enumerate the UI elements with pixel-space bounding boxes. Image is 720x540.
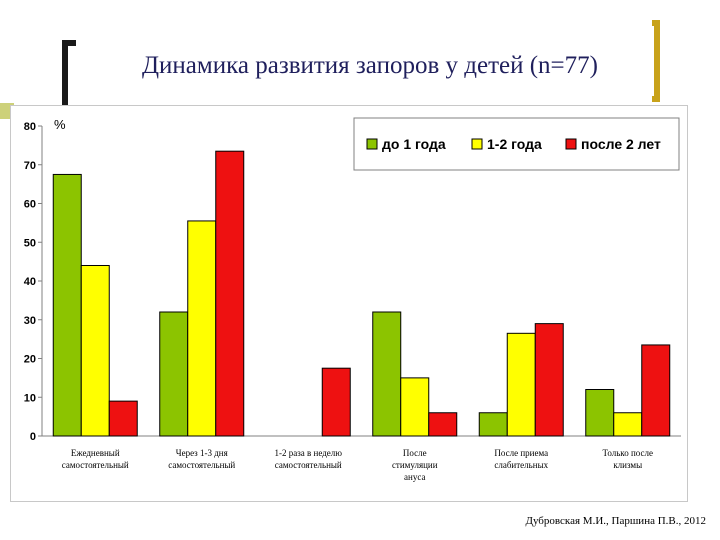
legend-swatch (565, 138, 577, 150)
x-tick-label: После (403, 448, 427, 458)
x-tick-label: стимуляции (392, 460, 438, 470)
bar (159, 311, 189, 437)
legend-label: до 1 года (382, 136, 446, 152)
x-tick-label: самостоятельный (62, 460, 129, 470)
bar (478, 412, 508, 437)
y-tick-label: 40 (24, 276, 36, 288)
x-tick-label: Только после (603, 448, 653, 458)
bar (215, 150, 245, 437)
x-tick-label: 1-2 раза в неделю (274, 448, 342, 458)
bar (641, 344, 671, 437)
y-tick-label: 0 (30, 431, 36, 443)
bar (108, 400, 138, 437)
slide-title: Динамика развития запоров у детей (n=77) (142, 52, 598, 79)
legend-box (353, 117, 680, 171)
bar (585, 389, 615, 437)
x-tick-label: слабительных (494, 460, 548, 470)
bar (400, 377, 430, 437)
x-tick-label: После приема (494, 448, 548, 458)
chart-frame: 0 10 20 30 40 50 60 70 80% Ежедневный самостоятель… (10, 105, 688, 502)
title-bracket-right (652, 20, 660, 102)
bar (428, 412, 458, 437)
x-tick-label: Через 1-3 дня (176, 448, 228, 458)
legend-label: после 2 лет (581, 136, 661, 152)
bar (372, 311, 402, 437)
x-tick-label: клизмы (613, 460, 642, 470)
legend-swatch (366, 138, 378, 150)
title-bracket-left (62, 40, 76, 108)
y-tick-label: 20 (24, 354, 36, 366)
y-tick-label: 70 (24, 160, 36, 172)
y-tick-label: 60 (24, 199, 36, 211)
bar (613, 412, 643, 437)
bar (52, 173, 82, 437)
bar (80, 265, 110, 437)
bar (187, 220, 217, 437)
source-citation: Дубровская М.И., Паршина П.В., 2012 (525, 515, 706, 527)
bar (534, 323, 564, 437)
x-tick-label: самостоятельный (275, 460, 342, 470)
bar-chart: 0 10 20 30 40 50 60 70 80 % Ежедневный самостоятель… (24, 117, 681, 482)
x-tick-label: ануса (404, 472, 425, 482)
x-tick-label: Ежедневный (71, 448, 120, 458)
y-tick-label: 10 (24, 392, 36, 404)
y-tick-label: 50 (24, 237, 36, 249)
legend-swatch (471, 138, 483, 150)
x-tick-label: самостоятельный (168, 460, 235, 470)
y-tick-label: 30 (24, 315, 36, 327)
legend-label: 1-2 года (487, 136, 542, 152)
y-tick-label: 80 (24, 121, 36, 133)
bar (321, 367, 351, 437)
y-axis-unit: % (54, 117, 66, 132)
bar (506, 332, 536, 437)
